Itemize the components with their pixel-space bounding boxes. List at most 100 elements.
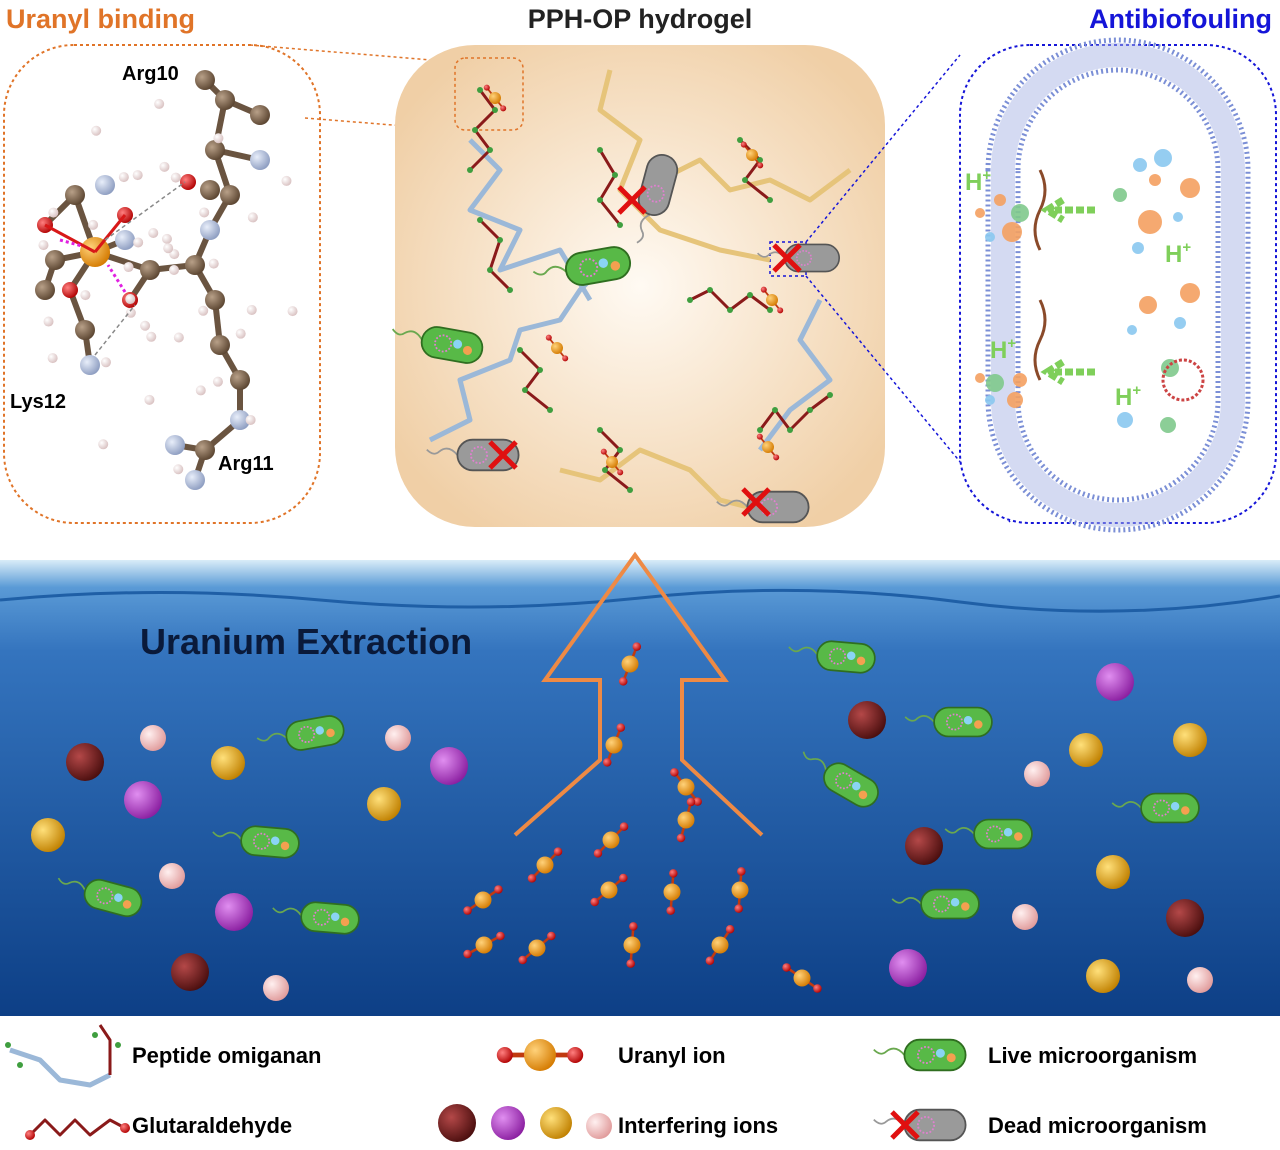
dna-ring bbox=[298, 725, 316, 743]
oxygen-atom bbox=[483, 84, 490, 91]
flagellum bbox=[636, 213, 651, 244]
live-microorganism bbox=[391, 326, 484, 364]
antibiofouling-panel bbox=[959, 44, 1277, 524]
oxygen-atom bbox=[626, 959, 635, 968]
uranyl-ion bbox=[463, 885, 503, 915]
uranyl-ion bbox=[782, 963, 822, 993]
organelle bbox=[1014, 832, 1023, 841]
flagellum bbox=[391, 328, 423, 341]
intracellular-ion bbox=[985, 395, 995, 405]
side-atom bbox=[767, 307, 773, 313]
hydrogen-atom bbox=[213, 133, 224, 144]
hydrogen-atom bbox=[125, 307, 136, 318]
organelle bbox=[114, 893, 123, 902]
lipid-tails bbox=[991, 43, 1245, 527]
oxygen-atom bbox=[782, 963, 791, 972]
hydrogen-atom bbox=[43, 316, 54, 327]
carbon-atom bbox=[75, 320, 95, 340]
uranyl-ion bbox=[483, 84, 507, 112]
purple-ion bbox=[889, 949, 927, 987]
legend-peptide-label: Peptide omiganan bbox=[132, 1043, 321, 1068]
carbon-atom bbox=[35, 280, 55, 300]
inserted-peptide bbox=[1033, 169, 1047, 381]
maroon-ion bbox=[171, 953, 209, 991]
oxygen-atom bbox=[463, 949, 472, 959]
carbon-atom bbox=[200, 180, 220, 200]
oxygen-atom bbox=[120, 1123, 130, 1133]
live-microorganism bbox=[873, 1038, 967, 1072]
dna-ring bbox=[96, 887, 114, 905]
organelle bbox=[1170, 802, 1180, 811]
side-atom bbox=[807, 407, 813, 413]
uranyl-bond bbox=[44, 223, 96, 254]
intracellular-ion bbox=[985, 232, 995, 242]
organelle bbox=[340, 917, 350, 927]
nitrogen-atom bbox=[250, 150, 270, 170]
hydrogen-atom bbox=[140, 320, 151, 331]
maroon-ion bbox=[1166, 899, 1204, 937]
chain-segment bbox=[467, 138, 593, 302]
hydrogen-atom bbox=[235, 328, 246, 339]
side-atom bbox=[517, 347, 523, 353]
uranium-atom bbox=[475, 936, 493, 954]
dna-ring bbox=[916, 1045, 935, 1065]
uranyl-ion bbox=[670, 768, 702, 806]
uranyl-ion bbox=[545, 334, 569, 362]
hydrogen-atom bbox=[118, 172, 129, 183]
coordination-arrow bbox=[59, 238, 83, 248]
organelle bbox=[974, 720, 983, 729]
side-atom bbox=[612, 172, 618, 178]
side-atom bbox=[537, 367, 543, 373]
side-atom bbox=[522, 387, 528, 393]
intracellular-ion bbox=[1013, 373, 1027, 387]
title-uranyl-binding: Uranyl binding bbox=[6, 4, 195, 34]
title-hydrogel: PPH-OP hydrogel bbox=[528, 4, 753, 34]
oxygen-atom bbox=[756, 433, 763, 440]
x-stroke bbox=[741, 487, 771, 517]
flagellum bbox=[891, 897, 922, 905]
side-atom bbox=[547, 407, 553, 413]
live-microorganism bbox=[532, 246, 632, 286]
uranium-atom bbox=[605, 736, 623, 754]
uranium-atom bbox=[663, 883, 681, 901]
oxygen-atom bbox=[527, 874, 537, 883]
flagellum bbox=[426, 447, 459, 456]
dead-mark-x-icon bbox=[488, 440, 518, 470]
intracellular-ion bbox=[1002, 222, 1022, 242]
side-atom bbox=[467, 167, 473, 173]
side-atom bbox=[737, 137, 743, 143]
zoom-connector-left bbox=[249, 44, 456, 131]
carbon-atom bbox=[210, 335, 230, 355]
dna-ring bbox=[795, 249, 812, 267]
uranium-atom bbox=[731, 881, 749, 899]
proton-efflux-arrow bbox=[1040, 359, 1095, 385]
oxygen-atom bbox=[725, 925, 735, 934]
dead-microorganism bbox=[426, 438, 520, 472]
oxygen-atom bbox=[496, 931, 505, 941]
uranyl-ion bbox=[618, 642, 642, 686]
oxygen-atom bbox=[734, 904, 743, 913]
uranyl-ion bbox=[496, 1039, 584, 1071]
dna-ring bbox=[469, 445, 488, 465]
peptide-network bbox=[391, 69, 852, 524]
hydrogen-atom bbox=[163, 243, 174, 254]
organelle bbox=[462, 345, 472, 355]
side-atom bbox=[115, 1042, 121, 1048]
side-atom bbox=[597, 147, 603, 153]
purple-ion bbox=[1096, 663, 1134, 701]
cell-body bbox=[637, 154, 679, 216]
organelle bbox=[270, 836, 280, 846]
uranyl-binding-molecule bbox=[35, 70, 298, 490]
uranium-atom bbox=[793, 969, 811, 987]
intracellular-ion bbox=[1132, 242, 1144, 254]
organelle bbox=[315, 726, 324, 735]
uranium-atom bbox=[551, 342, 563, 354]
uranyl-ion bbox=[623, 922, 641, 968]
carbon-atom bbox=[140, 260, 160, 280]
hydrogen-atom bbox=[247, 212, 258, 223]
oxygen-atom bbox=[737, 867, 746, 876]
hydrogen-atom bbox=[246, 304, 257, 315]
flagellum bbox=[532, 265, 567, 276]
hydrogen-bond bbox=[94, 304, 136, 356]
